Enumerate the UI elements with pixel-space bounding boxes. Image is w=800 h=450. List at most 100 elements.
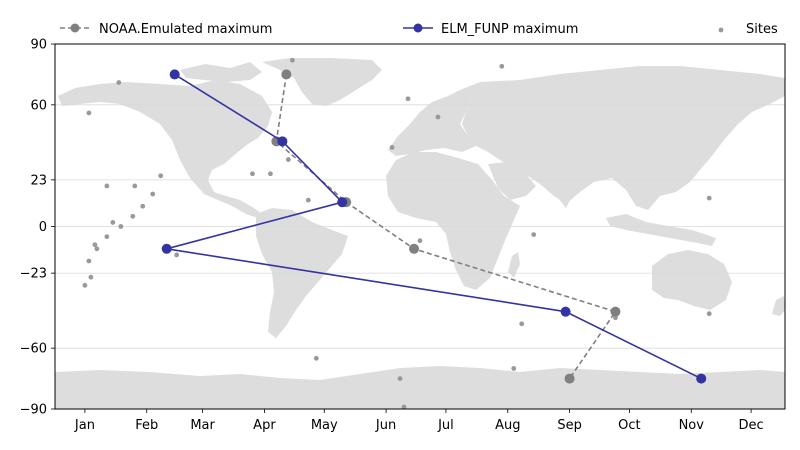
site-point	[86, 110, 92, 116]
site-point	[110, 220, 116, 225]
elm-line	[166, 73, 702, 380]
noaa-line	[275, 74, 617, 380]
elm-point[interactable]	[161, 243, 172, 254]
y-axis: 90 60 23 0 −23 −60 −90	[20, 38, 55, 418]
legend-sites-marker	[718, 27, 724, 33]
noaa-point[interactable]	[610, 306, 621, 317]
site-point	[499, 63, 505, 69]
map-indonesia	[606, 214, 716, 246]
site-point	[82, 282, 88, 288]
map-arctic-islands	[180, 62, 262, 82]
site-point	[511, 366, 517, 371]
site-point	[140, 203, 146, 209]
site-point	[118, 224, 124, 229]
world-map	[55, 58, 785, 409]
x-tick-label: Dec	[739, 418, 764, 433]
legend: NOAA.Emulated maximum ELM_FUNP maximum S…	[60, 22, 778, 37]
site-point	[130, 213, 136, 219]
site-point	[116, 80, 122, 85]
x-tick-label: Oct	[618, 418, 640, 433]
y-tick-label: −90	[20, 403, 47, 418]
site-point	[92, 242, 98, 248]
y-tick-label: 60	[30, 98, 47, 113]
site-point	[519, 321, 525, 327]
x-tick-label: Mar	[190, 418, 215, 433]
legend-elm-label: ELM_FUNP maximum	[441, 22, 578, 37]
y-tick-label: −60	[20, 342, 47, 357]
site-point	[405, 96, 411, 102]
site-point	[88, 274, 94, 280]
site-point	[268, 171, 273, 177]
map-greenland	[262, 58, 382, 106]
series-sites	[82, 57, 794, 409]
site-point	[613, 315, 618, 321]
series-noaa	[271, 69, 621, 384]
site-point	[313, 355, 319, 361]
legend-noaa-label: NOAA.Emulated maximum	[99, 22, 272, 37]
site-point	[706, 195, 712, 201]
x-tick-label: Sep	[557, 418, 582, 433]
map-new-zealand	[772, 296, 785, 316]
site-point	[285, 157, 291, 162]
site-point	[158, 173, 164, 179]
elm-point[interactable]	[560, 306, 571, 317]
x-axis: Jan Feb Mar Apr May Jun Jul Aug Sep Oct Nov Dec	[74, 409, 764, 433]
site-point	[104, 234, 110, 240]
site-point	[389, 145, 395, 150]
x-tick-label: Jan	[74, 418, 95, 433]
site-point	[305, 197, 311, 203]
site-point	[417, 238, 423, 244]
site-point	[397, 376, 403, 381]
y-tick-label: 23	[30, 173, 47, 188]
noaa-point[interactable]	[564, 373, 575, 384]
x-tick-label: Jun	[375, 418, 396, 433]
map-madagascar	[508, 252, 520, 278]
map-japan	[688, 130, 704, 160]
legend-sites-label: Sites	[746, 22, 778, 37]
elm-point[interactable]	[337, 197, 348, 208]
map-antarctica	[55, 366, 785, 409]
legend-item-noaa[interactable]: NOAA.Emulated maximum	[60, 22, 272, 37]
site-point	[401, 404, 407, 409]
legend-noaa-marker	[70, 23, 80, 33]
map-africa	[386, 152, 520, 290]
x-tick-label: Apr	[253, 418, 276, 433]
site-point	[150, 191, 156, 197]
x-tick-label: Aug	[495, 418, 520, 433]
site-point	[789, 313, 794, 318]
site-point	[94, 246, 100, 252]
map-australia	[652, 250, 732, 310]
site-point	[104, 183, 110, 189]
x-tick-label: Nov	[679, 418, 705, 433]
map-europe	[388, 90, 476, 156]
x-tick-label: Feb	[135, 418, 158, 433]
legend-item-sites[interactable]: Sites	[718, 22, 778, 37]
noaa-point[interactable]	[281, 69, 292, 80]
y-tick-label: 0	[39, 220, 47, 235]
site-point	[435, 114, 441, 120]
series-layer	[82, 57, 794, 409]
map-arabia	[488, 162, 536, 200]
legend-item-elm[interactable]: ELM_FUNP maximum	[403, 22, 578, 37]
legend-elm-marker	[413, 23, 423, 33]
site-point	[531, 232, 537, 238]
site-point	[250, 171, 255, 177]
x-tick-label: May	[311, 418, 338, 433]
y-tick-label: 90	[30, 38, 47, 53]
series-elm	[161, 69, 707, 384]
site-point	[174, 252, 180, 258]
site-point	[86, 258, 92, 264]
x-tick-label: Jul	[437, 418, 454, 433]
map-asia	[460, 66, 785, 210]
noaa-point[interactable]	[409, 243, 420, 254]
elm-point[interactable]	[169, 69, 180, 80]
site-point	[706, 311, 712, 317]
map-north-america	[58, 80, 272, 218]
grid	[55, 104, 785, 349]
elm-point[interactable]	[277, 136, 288, 147]
site-point	[132, 183, 138, 189]
site-point	[289, 57, 295, 63]
y-tick-label: −23	[20, 267, 47, 282]
elm-point[interactable]	[696, 373, 707, 384]
